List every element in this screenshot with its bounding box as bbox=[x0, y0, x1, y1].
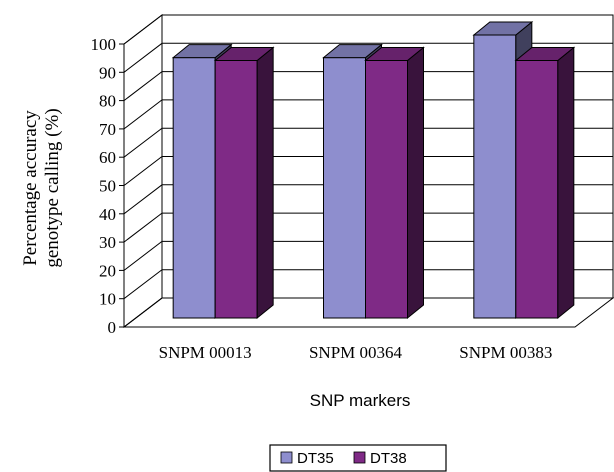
y-tick-label: 50 bbox=[99, 177, 116, 196]
bar-dt38-0 bbox=[213, 46, 275, 320]
gridline bbox=[123, 269, 613, 300]
bar-dt38-2 bbox=[514, 46, 576, 320]
y-tick-label: 20 bbox=[99, 261, 116, 280]
y-tick-label: 100 bbox=[91, 35, 117, 54]
gridline bbox=[123, 212, 613, 243]
y-axis: 0 10 20 30 40 50 60 70 80 90 100 bbox=[91, 35, 125, 337]
gridline bbox=[123, 42, 613, 73]
legend-swatch-dt38 bbox=[353, 451, 366, 464]
y-tick-label: 10 bbox=[99, 290, 116, 309]
y-tick-label: 90 bbox=[99, 63, 116, 82]
x-axis-label: SNP markers bbox=[310, 391, 411, 410]
gridline bbox=[123, 127, 613, 158]
y-tick-label: 80 bbox=[99, 92, 116, 111]
y-axis-label: Percentage accuracy bbox=[20, 110, 41, 266]
x-category-label: SNPM 00383 bbox=[459, 343, 552, 362]
x-category-label: SNPM 00364 bbox=[309, 343, 403, 362]
gridline bbox=[123, 156, 613, 186]
y-axis-label-line2: genotype calling (%) bbox=[42, 108, 63, 267]
gridline bbox=[123, 14, 613, 45]
legend-swatch-dt35 bbox=[280, 451, 293, 464]
y-tick-label: 30 bbox=[99, 233, 116, 252]
y-tick-label: 40 bbox=[99, 205, 116, 224]
gridlines bbox=[123, 14, 613, 328]
gridline bbox=[123, 297, 613, 328]
x-category-label: SNPM 00013 bbox=[159, 343, 252, 362]
legend: DT35 DT38 bbox=[269, 444, 447, 472]
y-tick-label: 60 bbox=[99, 148, 116, 167]
legend-label-dt35: DT35 bbox=[297, 450, 334, 467]
x-axis-categories: SNPM 00013 SNPM 00364 SNPM 00383 bbox=[159, 343, 553, 362]
y-tick-label: 0 bbox=[108, 318, 117, 337]
gridline bbox=[123, 99, 613, 130]
gridline bbox=[123, 184, 613, 215]
y-tick-label: 70 bbox=[99, 120, 116, 139]
bars bbox=[171, 20, 576, 320]
gridline bbox=[123, 71, 613, 101]
legend-label-dt38: DT38 bbox=[370, 450, 407, 467]
gridline bbox=[123, 240, 613, 271]
bar-dt38-1 bbox=[364, 46, 425, 320]
